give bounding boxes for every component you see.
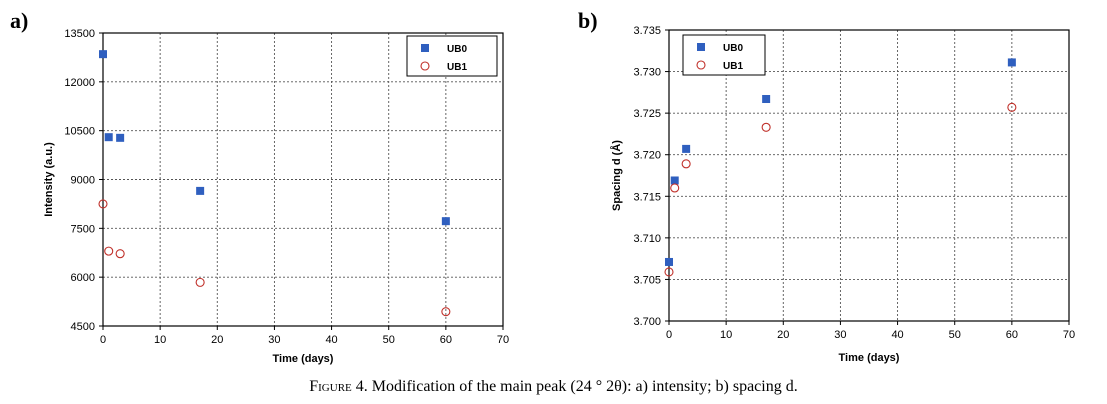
y-tick-label: 3.710 <box>633 233 661 245</box>
caption-figure-label: Figure 4. <box>309 378 368 395</box>
data-point-ub0 <box>1007 58 1016 67</box>
x-tick-label: 30 <box>834 329 846 341</box>
panel-label-a: a) <box>10 8 29 33</box>
y-tick-label: 3.735 <box>633 25 661 37</box>
x-axis-title: Time (days) <box>273 353 334 365</box>
legend-label-ub1: UB1 <box>723 61 743 72</box>
x-tick-label: 10 <box>154 334 166 346</box>
y-tick-label: 10500 <box>64 126 95 138</box>
y-tick-label: 12000 <box>64 77 95 89</box>
data-point-ub0 <box>762 95 771 104</box>
data-point-ub0 <box>196 186 205 195</box>
data-point-ub1 <box>115 249 125 259</box>
x-axis-title: Time (days) <box>839 352 900 364</box>
data-point-ub1 <box>441 307 451 317</box>
data-point-ub0 <box>99 50 107 59</box>
x-tick-label: 0 <box>100 334 106 346</box>
y-axis-title: Intensity (a.u.) <box>43 142 55 217</box>
y-tick-label: 7500 <box>71 223 95 235</box>
data-point-ub1 <box>670 183 680 193</box>
x-tick-label: 0 <box>666 329 672 341</box>
plot-frame <box>668 29 1070 322</box>
legend-marker-ub0 <box>697 43 705 51</box>
caption-text: Modification of the main peak (24 ° 2θ):… <box>367 378 798 395</box>
data-point-ub0 <box>104 133 113 142</box>
x-tick-label: 20 <box>211 334 223 346</box>
data-point-ub1 <box>1007 102 1017 112</box>
y-tick-label: 9000 <box>71 175 95 187</box>
data-point-ub0 <box>665 257 673 266</box>
data-point-ub1 <box>104 246 114 256</box>
chart-1: 0 10 20 30 40 50 60 70 3.700 3.705 3.710 3.715 3.720… <box>610 25 1075 364</box>
data-point-ub0 <box>682 144 691 153</box>
y-axis-title: Spacing d (Å) <box>610 140 623 211</box>
legend: UB0 UB1 <box>406 35 498 77</box>
y-tick-label: 3.715 <box>633 191 661 203</box>
x-tick-label: 60 <box>440 334 452 346</box>
chart-0: 0 10 20 30 40 50 60 70 4500 6000 7500 9000 10500 1200… <box>43 28 509 365</box>
data-point-ub1 <box>664 267 674 277</box>
x-tick-label: 30 <box>268 334 280 346</box>
y-tick-label: 3.700 <box>633 316 661 328</box>
x-tick-label: 40 <box>891 329 903 341</box>
x-tick-label: 70 <box>1063 329 1075 341</box>
y-tick-label: 13500 <box>64 28 95 40</box>
y-tick-label: 3.720 <box>633 150 661 162</box>
legend-label-ub0: UB0 <box>447 44 467 55</box>
legend-marker-ub1 <box>696 60 706 70</box>
legend-marker-ub1 <box>420 61 430 71</box>
y-tick-label: 3.705 <box>633 274 661 286</box>
data-point-ub0 <box>116 133 125 142</box>
data-point-ub0 <box>670 176 679 185</box>
data-point-ub1 <box>195 277 205 287</box>
x-tick-label: 20 <box>777 329 789 341</box>
legend-box <box>682 34 766 76</box>
panel-label-b: b) <box>578 8 598 33</box>
x-tick-label: 40 <box>325 334 337 346</box>
data-point-ub1 <box>98 199 108 209</box>
x-tick-label: 10 <box>720 329 732 341</box>
y-tick-label: 3.730 <box>633 67 661 79</box>
y-tick-label: 4500 <box>71 321 95 333</box>
x-tick-label: 50 <box>949 329 961 341</box>
legend-marker-ub0 <box>421 44 429 52</box>
x-tick-label: 50 <box>383 334 395 346</box>
legend-label-ub0: UB0 <box>723 43 743 54</box>
data-point-ub0 <box>441 217 450 226</box>
figure-caption: Figure 4. Modification of the main peak … <box>0 378 1107 396</box>
legend: UB0 UB1 <box>682 34 766 76</box>
y-tick-label: 3.725 <box>633 108 661 120</box>
y-tick-label: 6000 <box>71 272 95 284</box>
data-point-ub1 <box>681 159 691 169</box>
legend-label-ub1: UB1 <box>447 62 467 73</box>
data-point-ub1 <box>761 122 771 132</box>
x-tick-label: 60 <box>1006 329 1018 341</box>
x-tick-label: 70 <box>497 334 509 346</box>
